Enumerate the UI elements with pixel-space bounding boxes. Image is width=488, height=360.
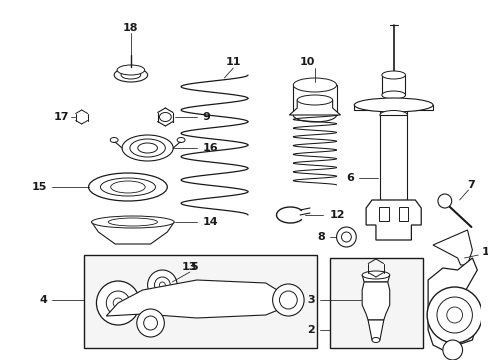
Circle shape	[137, 309, 164, 337]
Text: 11: 11	[225, 57, 241, 67]
Text: 15: 15	[32, 182, 47, 192]
Bar	[329, 258, 422, 348]
Ellipse shape	[293, 108, 336, 122]
Circle shape	[442, 340, 462, 360]
Ellipse shape	[105, 260, 141, 270]
Text: 7: 7	[467, 180, 474, 190]
Ellipse shape	[371, 338, 379, 342]
Ellipse shape	[108, 218, 157, 226]
Polygon shape	[106, 280, 290, 318]
Ellipse shape	[114, 68, 147, 82]
Polygon shape	[289, 100, 340, 115]
Text: 5: 5	[190, 262, 197, 272]
Polygon shape	[91, 222, 174, 244]
Text: 6: 6	[346, 173, 354, 183]
Polygon shape	[432, 230, 471, 265]
Text: 3: 3	[306, 295, 314, 305]
Text: 12: 12	[329, 210, 345, 220]
Text: 18: 18	[123, 23, 139, 33]
Circle shape	[113, 298, 123, 308]
Polygon shape	[379, 115, 407, 200]
Polygon shape	[105, 265, 141, 300]
Ellipse shape	[354, 98, 432, 112]
Text: 8: 8	[316, 232, 324, 242]
Circle shape	[446, 307, 462, 323]
Circle shape	[147, 270, 177, 300]
Ellipse shape	[121, 71, 141, 79]
Polygon shape	[381, 75, 405, 95]
Bar	[83, 255, 316, 348]
Ellipse shape	[138, 143, 157, 153]
Text: 14: 14	[203, 217, 218, 227]
Text: 4: 4	[39, 295, 47, 305]
Ellipse shape	[297, 95, 332, 105]
Ellipse shape	[293, 78, 336, 92]
Bar	[398, 207, 407, 221]
Ellipse shape	[379, 111, 407, 120]
Ellipse shape	[122, 135, 173, 161]
Ellipse shape	[110, 181, 145, 193]
Ellipse shape	[130, 139, 165, 157]
Text: 9: 9	[203, 112, 210, 122]
Text: 16: 16	[203, 143, 218, 153]
Circle shape	[106, 291, 130, 315]
Circle shape	[272, 284, 304, 316]
Polygon shape	[354, 105, 432, 115]
Ellipse shape	[381, 91, 405, 99]
Circle shape	[143, 316, 157, 330]
Ellipse shape	[117, 65, 144, 75]
Text: 1: 1	[480, 247, 488, 257]
Polygon shape	[362, 275, 389, 282]
Text: 13: 13	[182, 262, 197, 272]
Circle shape	[159, 282, 165, 288]
Ellipse shape	[100, 178, 155, 196]
Polygon shape	[362, 282, 389, 320]
Circle shape	[436, 297, 471, 333]
Polygon shape	[293, 85, 336, 115]
Ellipse shape	[381, 71, 405, 79]
Circle shape	[154, 277, 170, 293]
Circle shape	[336, 227, 356, 247]
Text: 17: 17	[54, 112, 69, 122]
Bar	[378, 207, 388, 221]
Circle shape	[426, 287, 481, 343]
Circle shape	[341, 232, 350, 242]
Circle shape	[279, 291, 297, 309]
Text: 2: 2	[306, 325, 314, 335]
Polygon shape	[366, 200, 420, 240]
Ellipse shape	[91, 216, 174, 228]
Ellipse shape	[362, 271, 389, 279]
Polygon shape	[427, 258, 476, 350]
Ellipse shape	[88, 173, 167, 201]
Ellipse shape	[109, 296, 137, 305]
Circle shape	[96, 281, 140, 325]
Polygon shape	[367, 320, 383, 340]
Text: 10: 10	[299, 57, 314, 67]
Circle shape	[437, 194, 451, 208]
